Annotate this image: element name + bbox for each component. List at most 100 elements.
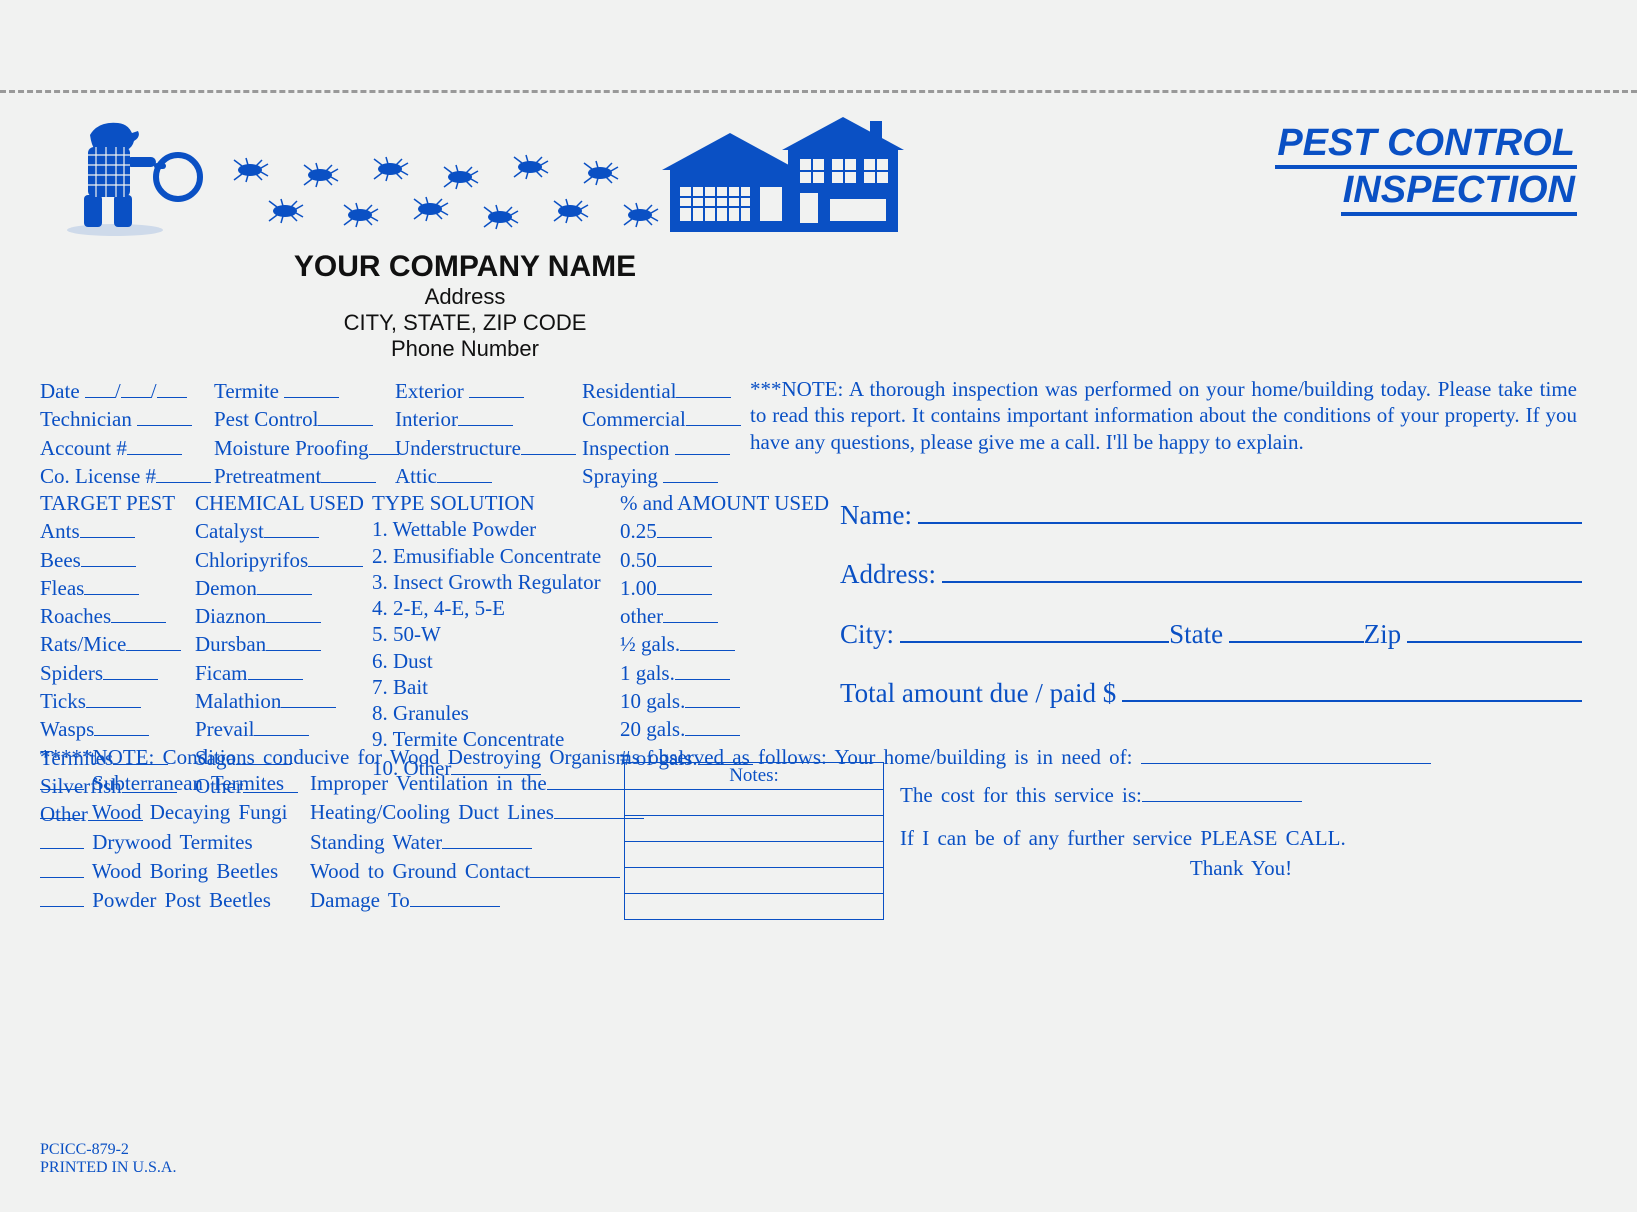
company-csz: CITY, STATE, ZIP CODE bbox=[240, 310, 690, 336]
list-item: Spiders bbox=[40, 658, 181, 686]
date-dd[interactable] bbox=[121, 376, 151, 398]
form-title: PEST CONTROL INSPECTION bbox=[1275, 122, 1577, 216]
list-item: Powder Post Beetles bbox=[40, 885, 288, 914]
cust-state-field[interactable] bbox=[1229, 616, 1364, 643]
list-item: 8. Granules bbox=[372, 700, 601, 726]
list-item: 10 gals. bbox=[620, 686, 829, 714]
meta-col1: Date // Technician Account # Co. License… bbox=[40, 376, 211, 489]
list-item: Ficam bbox=[195, 658, 364, 686]
list-item: Catalyst bbox=[195, 516, 364, 544]
check-field[interactable] bbox=[680, 629, 735, 651]
list-item: 0.50 bbox=[620, 545, 829, 573]
notes-row[interactable] bbox=[625, 841, 883, 867]
list-item: Rats/Mice bbox=[40, 629, 181, 657]
list-item: 1. Wettable Powder bbox=[372, 516, 601, 542]
service-thanks: Thank You! bbox=[900, 854, 1582, 883]
need-of-field[interactable] bbox=[1141, 742, 1431, 764]
check-field[interactable] bbox=[257, 573, 312, 595]
cust-state-label: State bbox=[1169, 609, 1223, 660]
cust-zip-field[interactable] bbox=[1407, 616, 1582, 643]
type-solution-head: TYPE SOLUTION bbox=[372, 490, 601, 516]
cust-zip-label: Zip bbox=[1364, 609, 1402, 660]
check-field[interactable] bbox=[81, 545, 136, 567]
list-item: 1 gals. bbox=[620, 658, 829, 686]
check-field[interactable] bbox=[685, 714, 740, 736]
printed-in: PRINTED IN U.S.A. bbox=[40, 1159, 176, 1177]
list-item: Prevail bbox=[195, 714, 364, 742]
inspection-note: ***NOTE: A thorough inspection was perfo… bbox=[750, 376, 1577, 455]
date-mm[interactable] bbox=[85, 376, 115, 398]
header-artwork bbox=[60, 115, 940, 245]
license-label: Co. License # bbox=[40, 464, 156, 488]
check-field[interactable] bbox=[281, 686, 336, 708]
list-item: Ticks bbox=[40, 686, 181, 714]
service-block: The cost for this service is: If I can b… bbox=[900, 780, 1582, 883]
list-item: 5. 50-W bbox=[372, 621, 601, 647]
check-field[interactable] bbox=[657, 516, 712, 538]
check-field[interactable] bbox=[675, 658, 730, 680]
list-item: Damage To bbox=[310, 885, 644, 914]
check-field[interactable] bbox=[94, 714, 149, 736]
company-block: YOUR COMPANY NAME Address CITY, STATE, Z… bbox=[240, 250, 690, 362]
customer-block: Name: Address: City: State Zip Total amo… bbox=[840, 490, 1582, 727]
check-field[interactable] bbox=[103, 658, 158, 680]
notes-row[interactable] bbox=[625, 789, 883, 815]
service-cost-label: The cost for this service is: bbox=[900, 783, 1142, 807]
check-field[interactable] bbox=[111, 601, 166, 623]
notes-row[interactable] bbox=[625, 867, 883, 893]
list-item: Wood Boring Beetles bbox=[40, 856, 288, 885]
technician-field[interactable] bbox=[137, 404, 192, 426]
perforation-line bbox=[0, 90, 1637, 93]
chemical-head: CHEMICAL USED bbox=[195, 490, 364, 516]
notes-row[interactable] bbox=[625, 893, 883, 919]
check-field[interactable] bbox=[266, 601, 321, 623]
conditions-right: Improper Ventilation in theHeating/Cooli… bbox=[310, 768, 644, 915]
check-field[interactable] bbox=[308, 545, 363, 567]
check-field[interactable] bbox=[254, 714, 309, 736]
check-field[interactable] bbox=[84, 573, 139, 595]
list-item: 2. Emusifiable Concentrate bbox=[372, 543, 601, 569]
date-yy[interactable] bbox=[157, 376, 187, 398]
account-field[interactable] bbox=[127, 433, 182, 455]
check-field[interactable] bbox=[86, 686, 141, 708]
meta-col3: Exterior Interior Understructure Attic bbox=[395, 376, 576, 489]
cust-city-field[interactable] bbox=[900, 616, 1169, 643]
check-field[interactable] bbox=[80, 516, 135, 538]
cust-name-field[interactable] bbox=[918, 497, 1582, 524]
company-name: YOUR COMPANY NAME bbox=[240, 250, 690, 284]
check-field[interactable] bbox=[264, 516, 319, 538]
list-item: Diaznon bbox=[195, 601, 364, 629]
list-item: Subterranean Termites bbox=[40, 768, 288, 797]
list-item: Bees bbox=[40, 545, 181, 573]
title-line1: PEST CONTROL bbox=[1275, 122, 1577, 169]
target-pest-head: TARGET PEST bbox=[40, 490, 181, 516]
list-item: Chloripyrifos bbox=[195, 545, 364, 573]
check-field[interactable] bbox=[266, 629, 321, 651]
check-field[interactable] bbox=[126, 629, 181, 651]
list-item: 1.00 bbox=[620, 573, 829, 601]
check-field[interactable] bbox=[657, 573, 712, 595]
type-solution-col: TYPE SOLUTION 1. Wettable Powder2. Emusi… bbox=[372, 490, 601, 781]
conditions-left: Subterranean Termites Wood Decaying Fung… bbox=[40, 768, 288, 915]
cust-total-field[interactable] bbox=[1122, 675, 1582, 702]
cust-city-label: City: bbox=[840, 609, 894, 660]
list-item: Standing Water bbox=[310, 827, 644, 856]
list-item: 3. Insect Growth Regulator bbox=[372, 569, 601, 595]
form-code: PCICC-879-2 bbox=[40, 1141, 176, 1159]
service-call: If I can be of any further service PLEAS… bbox=[900, 824, 1582, 853]
amount-head: % and AMOUNT USED bbox=[620, 490, 829, 516]
list-item: other bbox=[620, 601, 829, 629]
notes-row[interactable] bbox=[625, 815, 883, 841]
check-field[interactable] bbox=[685, 686, 740, 708]
license-field[interactable] bbox=[156, 461, 211, 483]
company-address: Address bbox=[240, 284, 690, 310]
list-item: 7. Bait bbox=[372, 674, 601, 700]
list-item: Heating/Cooling Duct Lines bbox=[310, 797, 644, 826]
check-field[interactable] bbox=[248, 658, 303, 680]
check-field[interactable] bbox=[657, 545, 712, 567]
cust-address-field[interactable] bbox=[942, 556, 1582, 583]
check-field[interactable] bbox=[663, 601, 718, 623]
cust-address-label: Address: bbox=[840, 549, 936, 600]
notes-box: Notes: bbox=[624, 762, 884, 920]
service-cost-field[interactable] bbox=[1142, 780, 1302, 802]
